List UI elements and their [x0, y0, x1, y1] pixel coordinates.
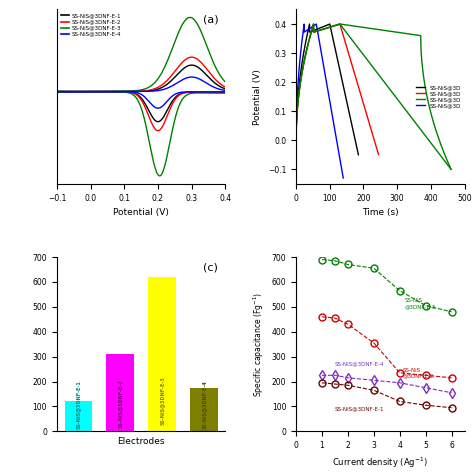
Text: SS-NiS@3DNF-E-4: SS-NiS@3DNF-E-4 — [335, 361, 384, 366]
X-axis label: Electrodes: Electrodes — [118, 437, 165, 446]
Text: SS-NiS@3DNF-E-4: SS-NiS@3DNF-E-4 — [201, 380, 207, 429]
Y-axis label: Potential (V): Potential (V) — [254, 69, 263, 125]
Legend: SS-NiS@3D, SS-NiS@3D, SS-NiS@3D, SS-NiS@3D: SS-NiS@3D, SS-NiS@3D, SS-NiS@3D, SS-NiS@… — [415, 84, 462, 109]
Legend: SS-NiS@3DNF-E-1, SS-NiS@3DNF-E-2, SS-NiS@3DNF-E-3, SS-NiS@3DNF-E-4: SS-NiS@3DNF-E-1, SS-NiS@3DNF-E-2, SS-NiS… — [60, 12, 122, 38]
Text: SS-NiS@3DNF-E-1: SS-NiS@3DNF-E-1 — [76, 381, 81, 429]
Y-axis label: Specific capacitance (Fg$^{-1}$): Specific capacitance (Fg$^{-1}$) — [252, 292, 266, 397]
X-axis label: Current density (Ag$^{-1}$): Current density (Ag$^{-1}$) — [332, 456, 428, 470]
Bar — [191, 388, 218, 431]
Bar — [107, 354, 134, 431]
Bar — [64, 401, 92, 431]
Text: (a): (a) — [203, 15, 219, 25]
Text: SS-NiS
@3DNF-E-2: SS-NiS @3DNF-E-2 — [402, 368, 434, 379]
Text: SS-NiS@3DNF-E-2: SS-NiS@3DNF-E-2 — [118, 379, 123, 428]
Bar — [148, 277, 176, 431]
X-axis label: Potential (V): Potential (V) — [113, 208, 169, 217]
X-axis label: Time (s): Time (s) — [362, 208, 399, 217]
Text: SS-NiS
@3DNF-E-3: SS-NiS @3DNF-E-3 — [405, 298, 436, 309]
Text: (c): (c) — [203, 262, 219, 272]
Text: SS-NiS@3DNF-E-3: SS-NiS@3DNF-E-3 — [160, 377, 164, 426]
Text: SS-NiS@3DNF-E-1: SS-NiS@3DNF-E-1 — [335, 406, 384, 411]
